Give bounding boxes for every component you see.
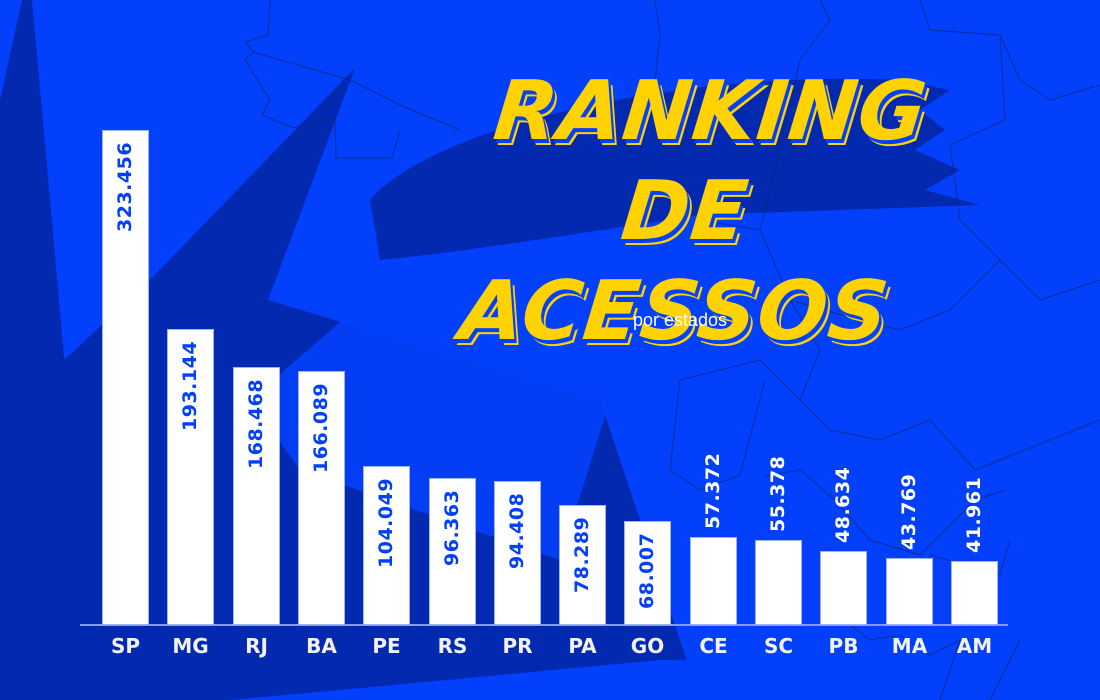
value-label-pb: 48.634 [831,466,854,543]
value-label-ma: 43.769 [897,473,920,550]
bar-ma [886,558,933,625]
bar-sp [102,130,149,625]
bar-sc [755,540,802,625]
category-label-rs: RS [437,634,468,658]
value-label-mg: 193.144 [178,340,201,431]
category-label-pa: PA [568,634,597,658]
value-label-pe: 104.049 [374,477,397,568]
value-label-pa: 78.289 [570,516,593,593]
category-label-go: GO [630,634,665,658]
value-label-sc: 55.378 [766,455,789,532]
value-label-am: 41.961 [962,476,985,553]
category-label-rj: RJ [245,634,268,658]
category-label-sc: SC [763,634,794,658]
category-label-pe: PE [372,634,401,658]
category-label-sp: SP [110,634,141,658]
value-label-rj: 168.468 [244,378,267,469]
bar-go [624,521,671,625]
category-label-ma: MA [891,634,928,658]
category-label-ce: CE [699,634,728,658]
chart-subtitle: por estados [632,310,728,330]
bar-am [951,561,998,625]
bar-pb [820,551,867,625]
category-label-mg: MG [172,634,209,658]
value-label-sp: 323.456 [113,141,136,232]
x-axis-line [80,624,1008,626]
category-label-am: AM [956,634,993,658]
value-label-pr: 94.408 [505,492,528,569]
category-label-pr: PR [502,634,533,658]
value-label-ba: 166.089 [309,382,332,473]
category-label-pb: PB [828,634,859,658]
bar-rs [429,478,476,625]
value-label-ce: 57.372 [701,452,724,529]
category-label-ba: BA [306,634,337,658]
bar-ce [690,537,737,625]
value-label-rs: 96.363 [440,489,463,566]
value-label-go: 68.007 [635,532,658,609]
bar-pr [494,481,541,625]
bar-pe [363,466,410,625]
bar-ba [298,371,345,625]
bar-mg [167,329,214,625]
bar-rj [233,367,280,625]
bar-pa [559,505,606,625]
